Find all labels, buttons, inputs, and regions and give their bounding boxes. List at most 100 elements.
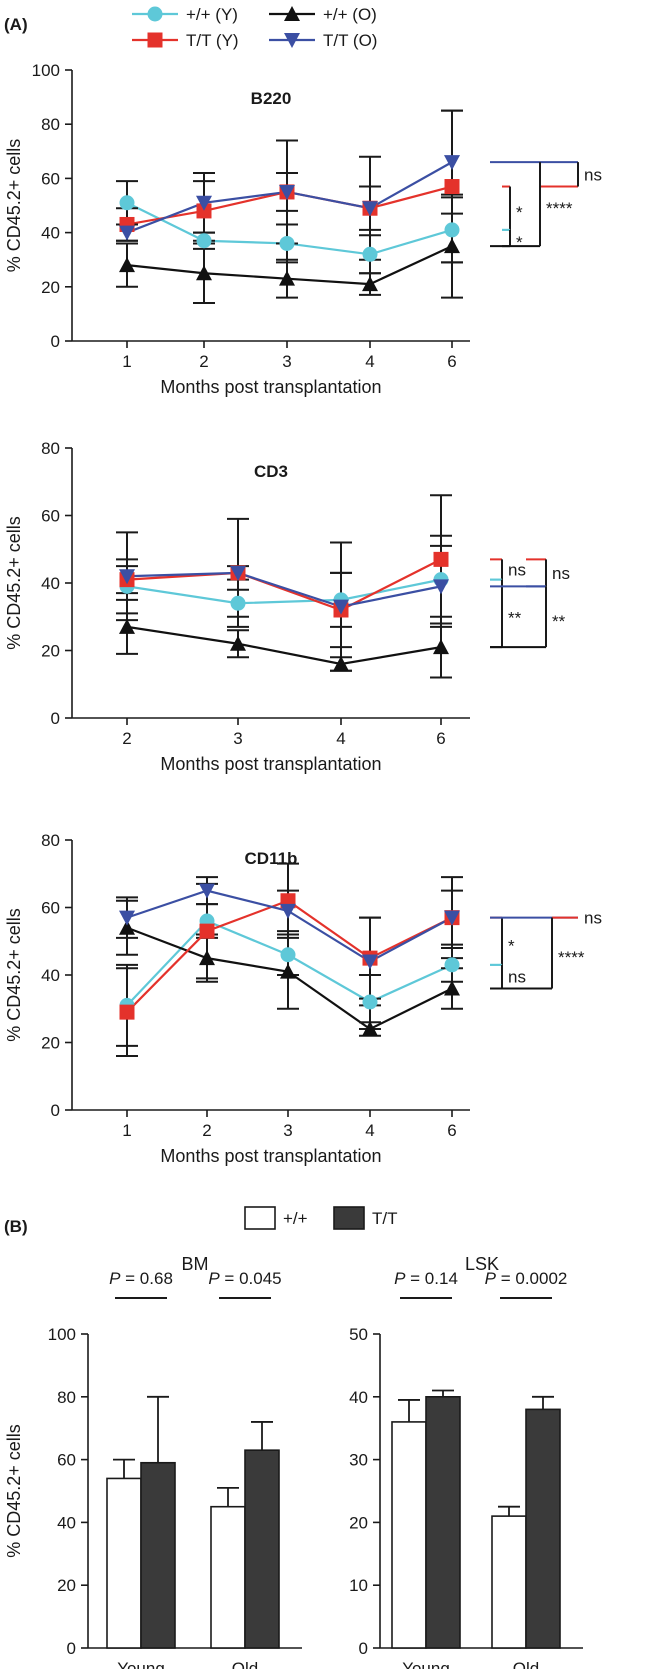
- significance-label: ns: [508, 968, 526, 987]
- y-tick-label: 60: [41, 169, 60, 188]
- chart-title: CD3: [254, 462, 288, 481]
- legend-label: +/+: [283, 1209, 308, 1228]
- data-point: [433, 551, 449, 567]
- legend-swatch: [244, 1206, 276, 1230]
- data-point: [362, 1021, 378, 1036]
- x-tick-label: 3: [282, 352, 291, 371]
- data-point: [444, 222, 460, 238]
- significance-label: *: [508, 936, 515, 955]
- significance-label: *: [516, 233, 523, 252]
- p-value-text: = 0.045: [220, 1269, 282, 1288]
- p-symbol: P: [485, 1269, 497, 1288]
- legend-swatch: [333, 1206, 365, 1230]
- y-tick-label: 80: [41, 439, 60, 458]
- data-point: [119, 569, 135, 585]
- data-point: [199, 923, 215, 939]
- legend-marker: [284, 6, 300, 21]
- y-tick-label: 80: [57, 1388, 76, 1407]
- y-tick-label: 60: [41, 507, 60, 526]
- data-point: [333, 599, 349, 615]
- y-tick-label: 80: [41, 115, 60, 134]
- data-point: [279, 270, 295, 286]
- y-tick-label: 20: [57, 1576, 76, 1595]
- data-point: [444, 179, 460, 195]
- significance-label: ns: [584, 165, 602, 184]
- x-axis-title: Months post transplantation: [160, 754, 381, 774]
- significance-label: ****: [546, 199, 573, 218]
- data-point: [444, 980, 460, 996]
- y-tick-label: 40: [57, 1513, 76, 1532]
- data-point: [444, 910, 460, 926]
- data-point: [230, 565, 246, 581]
- x-tick-label: 3: [233, 729, 242, 748]
- y-tick-label: 60: [57, 1451, 76, 1470]
- x-tick-label: 2: [202, 1121, 211, 1140]
- p-value-label: P = 0.68: [109, 1269, 173, 1288]
- significance-label: ns: [584, 909, 602, 928]
- y-axis-title: % CD45.2+ cells: [4, 516, 24, 650]
- bar: [391, 1421, 427, 1649]
- bar: [210, 1505, 246, 1649]
- data-point: [230, 635, 246, 651]
- data-point: [199, 883, 215, 899]
- data-point: [196, 265, 212, 281]
- data-point: [119, 225, 135, 241]
- data-point: [333, 656, 349, 671]
- data-point: [119, 910, 135, 926]
- series-line: [126, 578, 442, 605]
- y-tick-label: 0: [359, 1639, 368, 1658]
- x-axis-title: Months post transplantation: [160, 1146, 381, 1166]
- p-symbol: P: [109, 1269, 121, 1288]
- legend-b: +/+ T/T: [244, 1206, 398, 1230]
- data-point: [196, 203, 212, 219]
- p-value-label: P = 0.045: [208, 1269, 281, 1288]
- x-tick-label: 3: [283, 1121, 292, 1140]
- data-point: [433, 579, 449, 595]
- series-line: [126, 625, 442, 666]
- chart-title: B220: [251, 89, 292, 108]
- bar: [525, 1408, 561, 1649]
- y-axis-title: % CD45.2+ cells: [4, 908, 24, 1042]
- panel-label-a: (A): [4, 15, 28, 34]
- y-tick-label: 20: [41, 1034, 60, 1053]
- x-tick-label: 2: [122, 729, 131, 748]
- data-point: [279, 184, 295, 200]
- chart-lsk: LSK 0 10 20 30 40 50 P = 0.14 Young P = 0.0002 Old: [349, 1254, 583, 1669]
- y-tick-label: 0: [67, 1639, 76, 1658]
- data-point: [119, 919, 135, 935]
- x-tick-label: 4: [365, 1121, 374, 1140]
- data-point: [362, 246, 378, 262]
- data-point: [362, 954, 378, 970]
- data-point: [280, 947, 296, 963]
- data-point: [119, 1004, 135, 1020]
- bar: [491, 1515, 527, 1649]
- legend-marker: [147, 32, 163, 48]
- y-tick-label: 60: [41, 899, 60, 918]
- x-tick-label: 1: [122, 1121, 131, 1140]
- data-point: [362, 201, 378, 217]
- chart-title: LSK: [465, 1254, 499, 1274]
- bar: [244, 1449, 280, 1649]
- data-point: [444, 957, 460, 973]
- chart-bm: BM 0 20 40 60 80 100 % CD45.2+ cells P = 0.68 You…: [4, 1254, 302, 1669]
- significance-label: ****: [558, 948, 585, 967]
- p-symbol: P: [208, 1269, 220, 1288]
- data-point: [196, 233, 212, 249]
- x-tick-label: 4: [365, 352, 374, 371]
- legend-label: T/T (Y): [186, 31, 239, 50]
- y-tick-label: 50: [349, 1325, 368, 1344]
- data-point: [444, 155, 460, 171]
- legend-label: T/T (O): [323, 31, 377, 50]
- x-tick-label: 1: [122, 352, 131, 371]
- data-point: [280, 963, 296, 979]
- data-point: [230, 595, 246, 611]
- data-point: [279, 235, 295, 251]
- x-axis-title: Months post transplantation: [160, 377, 381, 397]
- x-tick-label: 6: [447, 1121, 456, 1140]
- bar: [140, 1461, 176, 1649]
- y-tick-label: 20: [41, 278, 60, 297]
- significance-label: **: [552, 612, 566, 631]
- y-tick-label: 100: [32, 61, 60, 80]
- data-point: [119, 618, 135, 634]
